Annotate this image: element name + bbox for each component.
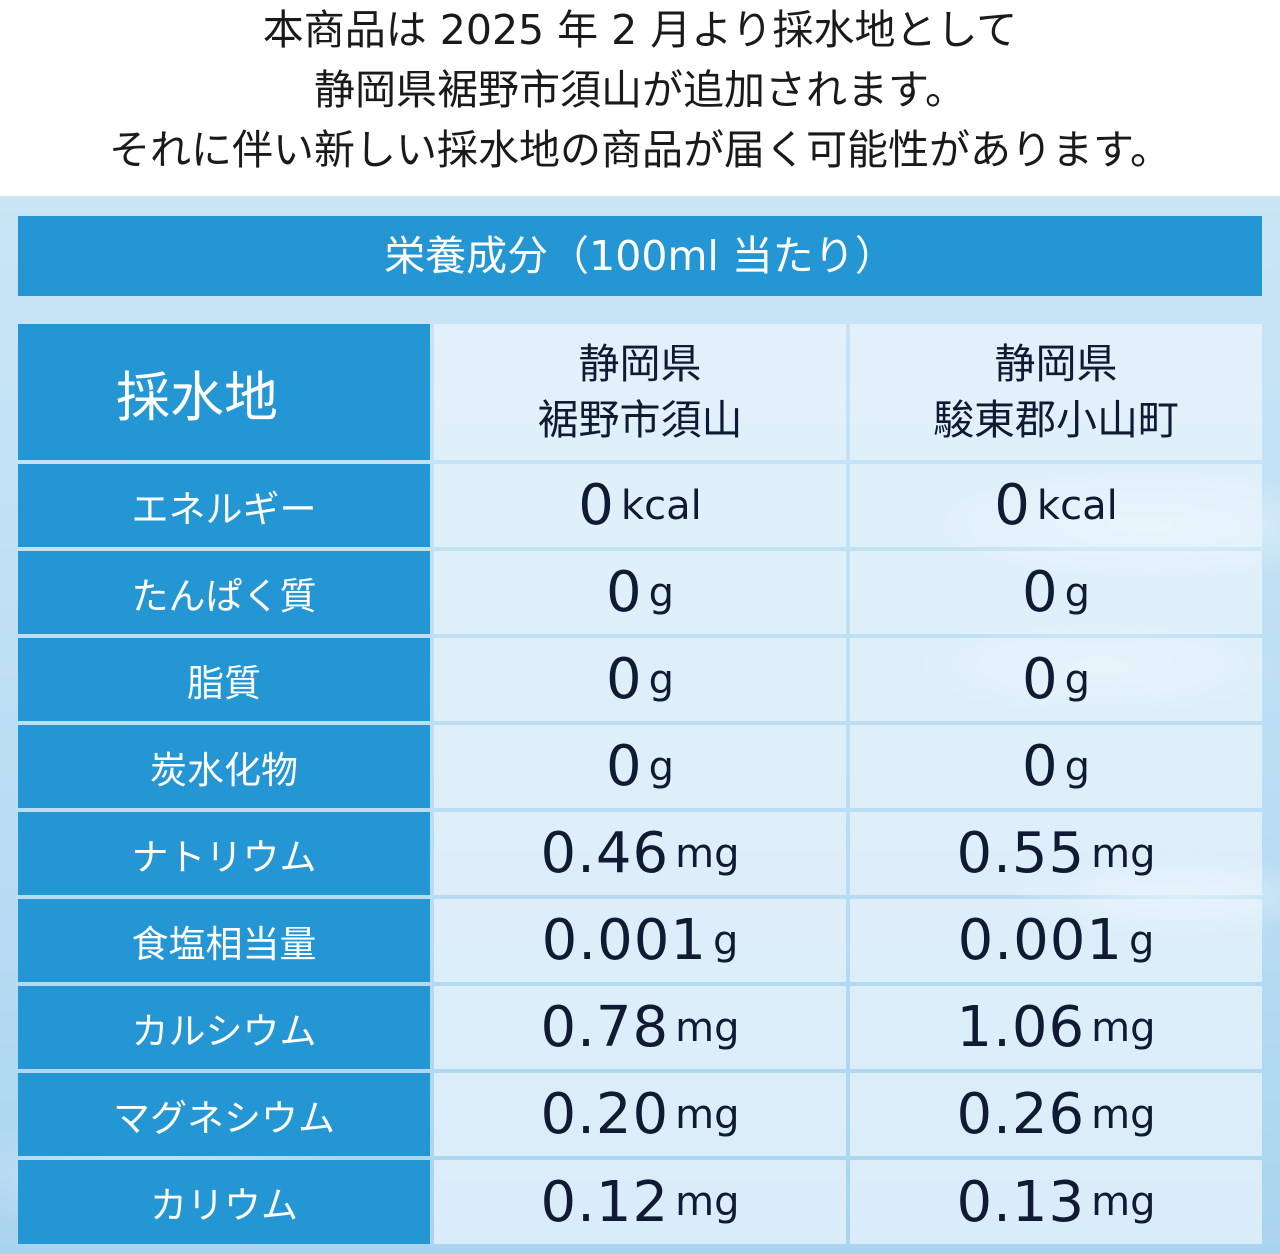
value-number: 0.20: [540, 1082, 670, 1147]
row-label: カルシウム: [18, 986, 430, 1069]
value-unit: g: [648, 656, 675, 703]
value-unit: mg: [1091, 1091, 1156, 1138]
row-label: カリウム: [18, 1160, 430, 1244]
row-label: 炭水化物: [18, 725, 430, 808]
value-number: 0.26: [956, 1082, 1086, 1147]
value-unit: mg: [1091, 1004, 1156, 1051]
value-number: 0.13: [956, 1169, 1086, 1235]
notice-line-3: それに伴い新しい採水地の商品が届く可能性があります。: [109, 126, 1171, 174]
value-number: 0: [1021, 734, 1059, 799]
table-row: カリウム 0.12 mg 0.13 mg: [18, 1160, 1262, 1244]
value-number: 0: [994, 473, 1031, 538]
source-col-1-prefecture: 静岡県: [578, 340, 702, 388]
row-label: たんぱく質: [18, 551, 430, 634]
value-number: 0.001: [957, 908, 1123, 973]
source-col-2-place: 駿東郡小山町: [933, 396, 1179, 444]
value-col-1: 0.20 mg: [434, 1073, 846, 1156]
source-label: 採水地: [18, 324, 430, 460]
nutrition-table-title: 栄養成分（100ml 当たり）: [18, 216, 1262, 296]
value-unit: mg: [1091, 1179, 1156, 1225]
value-unit: mg: [675, 1004, 740, 1051]
value-unit: mg: [1091, 830, 1156, 877]
value-col-1: 0.78 mg: [434, 986, 846, 1069]
value-col-2: 0 kcal: [850, 464, 1262, 547]
row-label: 脂質: [18, 638, 430, 721]
value-col-2: 0.13 mg: [850, 1160, 1262, 1244]
value-unit: g: [1064, 656, 1091, 703]
row-label: マグネシウム: [18, 1073, 430, 1156]
value-unit: mg: [675, 1091, 740, 1138]
value-col-2: 1.06 mg: [850, 986, 1262, 1069]
value-col-2: 0.001 g: [850, 899, 1262, 982]
value-number: 0.55: [956, 821, 1086, 886]
value-unit: g: [1064, 743, 1091, 790]
value-col-2: 0.55 mg: [850, 812, 1262, 895]
notice-line-2: 静岡県裾野市須山が追加されます。: [314, 66, 966, 114]
notice-banner: 本商品は 2025 年 2 月より採水地として 静岡県裾野市須山が追加されます。…: [0, 0, 1280, 196]
value-number: 0: [1021, 647, 1059, 712]
value-unit: kcal: [1036, 482, 1118, 529]
value-number: 1.06: [956, 995, 1086, 1060]
source-col-1-place: 裾野市須山: [537, 396, 743, 444]
value-number: 0.46: [540, 821, 670, 886]
value-unit: mg: [675, 830, 740, 877]
value-col-2: 0.26 mg: [850, 1073, 1262, 1156]
value-col-1: 0.46 mg: [434, 812, 846, 895]
value-number: 0.12: [540, 1169, 670, 1235]
value-col-1: 0.12 mg: [434, 1160, 846, 1244]
value-number: 0: [605, 647, 643, 712]
table-row: マグネシウム 0.20 mg 0.26 mg: [18, 1073, 1262, 1156]
row-label: 食塩相当量: [18, 899, 430, 982]
source-col-2-prefecture: 静岡県: [994, 340, 1118, 388]
value-col-1: 0.001 g: [434, 899, 846, 982]
source-col-1: 静岡県 裾野市須山: [434, 324, 846, 460]
value-unit: g: [648, 569, 675, 616]
row-label: ナトリウム: [18, 812, 430, 895]
value-unit: g: [1128, 917, 1155, 964]
table-row: ナトリウム 0.46 mg 0.55 mg: [18, 812, 1262, 895]
table-row: 食塩相当量 0.001 g 0.001 g: [18, 899, 1262, 982]
notice-line-1: 本商品は 2025 年 2 月より採水地として: [262, 6, 1018, 54]
value-number: 0: [605, 560, 643, 625]
value-unit: g: [648, 743, 675, 790]
value-col-1: 0 kcal: [434, 464, 846, 547]
value-unit: mg: [675, 1179, 740, 1225]
value-number: 0: [605, 734, 643, 799]
source-col-2: 静岡県 駿東郡小山町: [850, 324, 1262, 460]
row-label: エネルギー: [18, 464, 430, 547]
table-header-row: 採水地 静岡県 裾野市須山 静岡県 駿東郡小山町: [18, 324, 1262, 460]
table-row: エネルギー 0 kcal 0 kcal: [18, 464, 1262, 547]
table-row: カルシウム 0.78 mg 1.06 mg: [18, 986, 1262, 1069]
value-number: 0: [1021, 560, 1059, 625]
value-number: 0.78: [540, 995, 670, 1060]
value-unit: g: [712, 917, 739, 964]
value-number: 0.001: [541, 908, 707, 973]
value-number: 0: [578, 473, 615, 538]
value-unit: g: [1064, 569, 1091, 616]
value-unit: kcal: [620, 482, 702, 529]
